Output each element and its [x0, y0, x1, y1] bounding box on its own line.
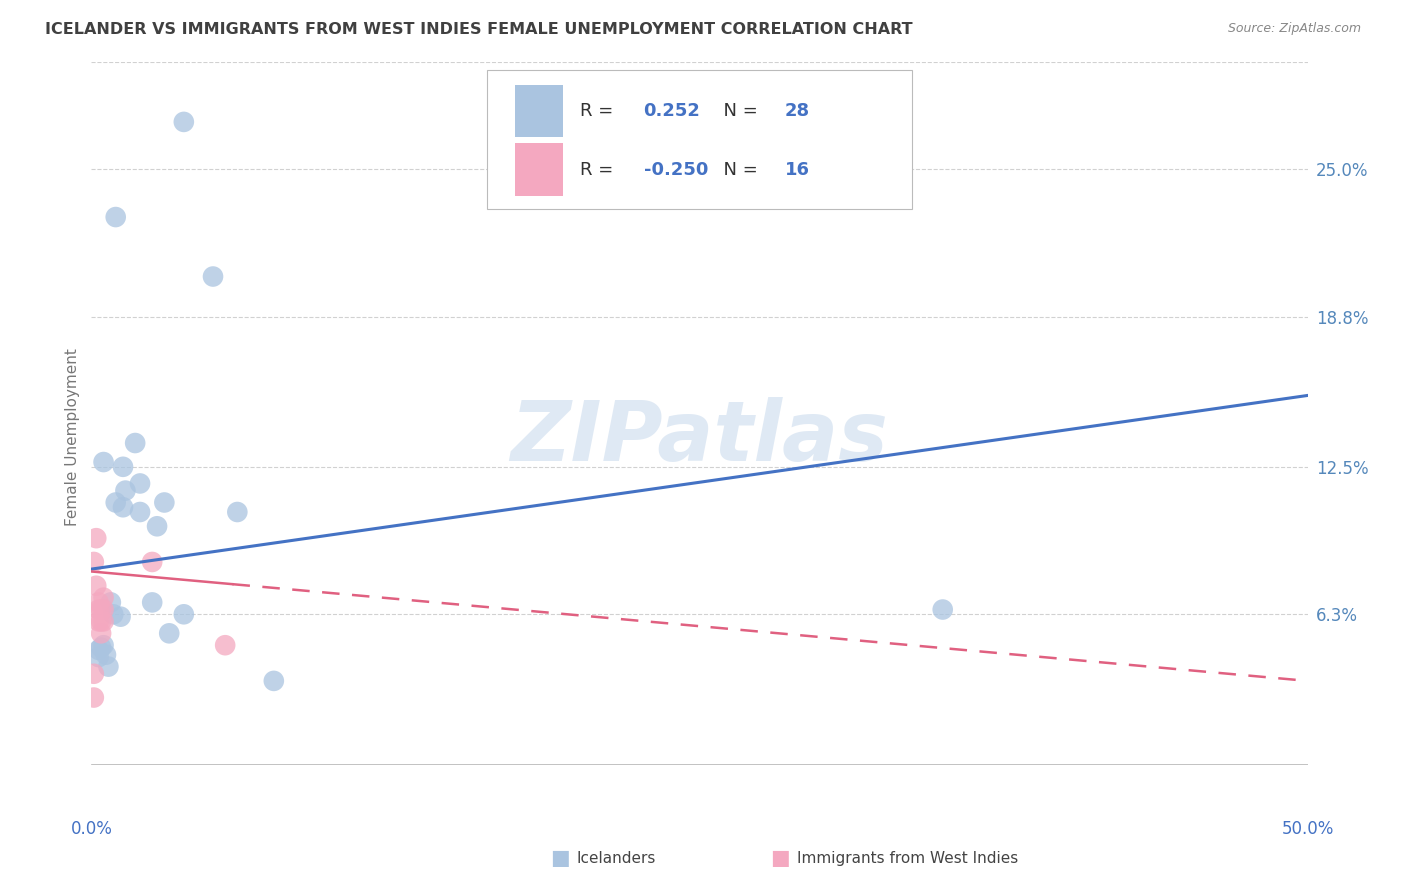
Point [93, 602, 115, 616]
Point [214, 638, 236, 652]
Point [87, 595, 110, 609]
Point [90, 615, 112, 629]
Point [114, 483, 136, 498]
Text: -0.250: -0.250 [644, 161, 707, 178]
Point [173, 607, 195, 622]
Point [124, 436, 146, 450]
Point [141, 595, 163, 609]
Point [93, 615, 115, 629]
Point [87, 650, 110, 665]
Bar [515, 144, 564, 196]
Point [87, 643, 110, 657]
Text: ■: ■ [770, 848, 790, 868]
Point [110, 609, 132, 624]
FancyBboxPatch shape [486, 70, 912, 209]
Text: N =: N = [711, 161, 763, 178]
Point [93, 591, 115, 605]
Point [263, 673, 285, 688]
Point [93, 638, 115, 652]
Text: ■: ■ [550, 848, 569, 868]
Point [111, 500, 134, 515]
Text: N =: N = [711, 103, 763, 120]
Point [84, 531, 107, 545]
Text: 16: 16 [785, 161, 810, 178]
Point [931, 602, 953, 616]
Text: ICELANDER VS IMMIGRANTS FROM WEST INDIES FEMALE UNEMPLOYMENT CORRELATION CHART: ICELANDER VS IMMIGRANTS FROM WEST INDIES… [45, 22, 912, 37]
Point [83, 555, 105, 569]
Point [87, 602, 110, 616]
Point [87, 615, 110, 629]
Point [141, 555, 163, 569]
Point [90, 640, 112, 655]
Point [104, 495, 127, 509]
Text: Icelanders: Icelanders [576, 851, 655, 865]
Point [100, 595, 122, 609]
Y-axis label: Female Unemployment: Female Unemployment [65, 348, 80, 526]
Point [153, 495, 176, 509]
Point [226, 505, 249, 519]
Point [129, 476, 152, 491]
Text: 0.252: 0.252 [644, 103, 700, 120]
Point [103, 607, 125, 622]
Point [157, 626, 180, 640]
Text: R =: R = [581, 103, 619, 120]
Point [94, 648, 117, 662]
Point [83, 690, 105, 705]
Point [202, 269, 225, 284]
Point [173, 115, 195, 129]
Point [90, 602, 112, 616]
Text: Source: ZipAtlas.com: Source: ZipAtlas.com [1227, 22, 1361, 36]
Point [111, 459, 134, 474]
Bar [515, 85, 564, 137]
Point [83, 666, 105, 681]
Point [146, 519, 169, 533]
Point [129, 505, 152, 519]
Point [90, 626, 112, 640]
Text: Immigrants from West Indies: Immigrants from West Indies [797, 851, 1018, 865]
Point [84, 579, 107, 593]
Text: R =: R = [581, 161, 619, 178]
Point [97, 659, 120, 673]
Text: 28: 28 [785, 103, 810, 120]
Point [93, 455, 115, 469]
Text: ZIPatlas: ZIPatlas [510, 397, 889, 477]
Point [104, 210, 127, 224]
